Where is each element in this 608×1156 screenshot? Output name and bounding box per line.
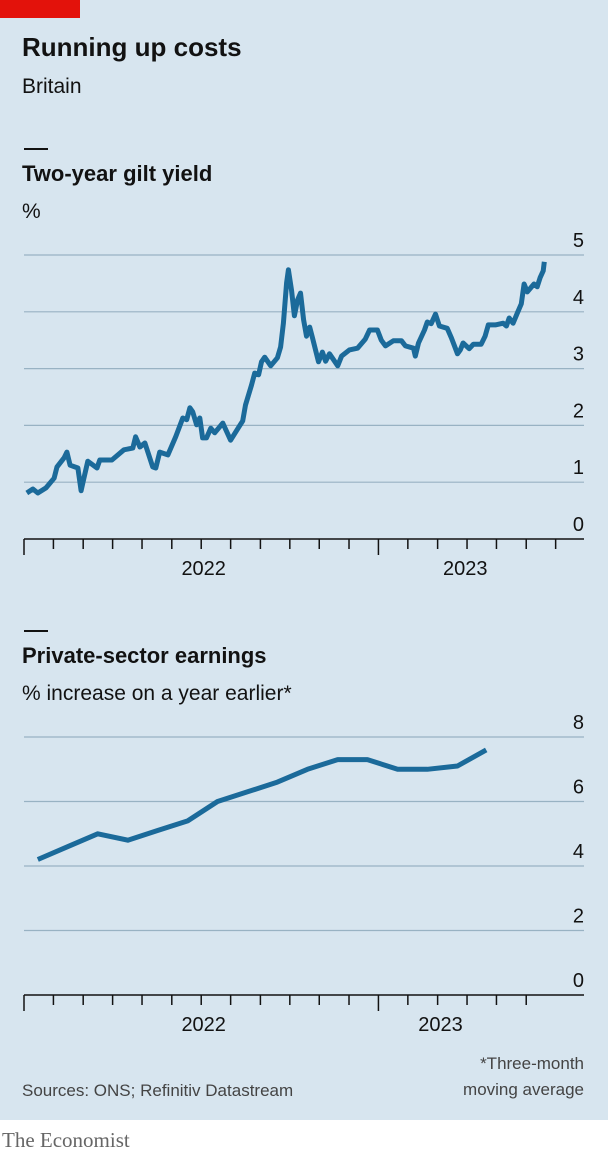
y-tick-label: 5 [573,230,584,252]
y-tick-label: 2 [573,400,584,422]
x-tick-label: 2023 [443,558,488,580]
y-tick-label: 0 [573,514,584,536]
y-tick-label: 4 [573,287,584,309]
subtitle: Britain [22,75,82,98]
source: Sources: ONS; Refinitiv Datastream [22,1081,293,1100]
y-tick-label: 1 [573,457,584,479]
chart-title: Two-year gilt yield [22,161,212,186]
unit-label: % [22,200,41,223]
background [0,0,608,1120]
chart-title: Private-sector earnings [22,643,267,668]
data-line [25,261,547,496]
x-tick-label: 2022 [181,558,226,580]
section-marker [24,148,48,150]
x-tick-label: 2022 [181,1014,226,1036]
brand: The Economist [2,1128,130,1152]
y-tick-label: 3 [573,344,584,366]
brand-flag [0,0,80,18]
x-tick-label: 2023 [418,1014,463,1036]
title: Running up costs [22,32,242,62]
data-line [36,747,488,862]
y-tick-label: 4 [573,841,584,863]
section-marker [24,630,48,632]
unit-label: % increase on a year earlier* [22,682,292,705]
y-tick-label: 2 [573,906,584,928]
footnote: moving average [463,1080,584,1099]
footnote: *Three-month [480,1054,584,1073]
y-tick-label: 8 [573,712,584,734]
y-tick-label: 0 [573,970,584,992]
y-tick-label: 6 [573,777,584,799]
